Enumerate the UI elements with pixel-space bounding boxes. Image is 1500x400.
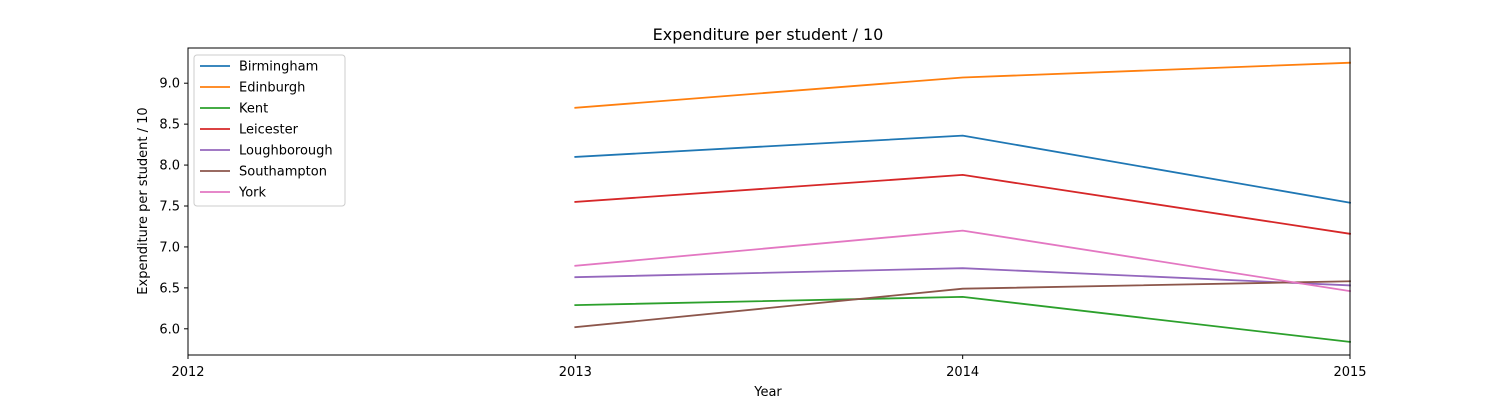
series-line-edinburgh (574, 61, 1351, 109)
series-lines (574, 61, 1352, 343)
series-line-birmingham (574, 134, 1352, 204)
y-tick-label: 6.0 (159, 322, 180, 337)
y-axis-label: Expenditure per student / 10 (136, 107, 151, 294)
legend-label-leicester: Leicester (239, 123, 299, 138)
legend-frame (193, 54, 346, 207)
plot-area-frame (187, 47, 1351, 356)
legend-label-loughborough: Loughborough (239, 144, 333, 159)
legend-label-york: York (238, 186, 267, 201)
series-line-leicester (574, 173, 1352, 235)
y-tick-label: 8.5 (159, 118, 180, 133)
series-line-kent (574, 295, 1351, 343)
legend-label-southampton: Southampton (239, 165, 327, 180)
y-tick-label: 8.0 (159, 159, 180, 174)
series-line-loughborough (574, 267, 1351, 287)
y-tick-label: 7.5 (159, 200, 180, 215)
x-tick-label: 2012 (171, 365, 204, 380)
series-line-york (574, 229, 1352, 293)
y-tick-group: 6.0 6.5 7.0 7.5 8.0 8.5 9.0 (159, 77, 188, 337)
series-line-southampton (574, 280, 1351, 329)
chart-title: Expenditure per student / 10 (653, 25, 884, 44)
legend-label-kent: Kent (239, 102, 268, 117)
x-tick-group: 2012 2013 2014 2015 (171, 355, 1367, 380)
y-tick-label: 6.5 (159, 281, 180, 296)
legend-label-birmingham: Birmingham (239, 60, 318, 75)
chart-legend: Birmingham Edinburgh Kent Leicester Loughbor… (193, 54, 346, 207)
x-tick-label: 2013 (559, 365, 592, 380)
x-tick-label: 2015 (1333, 365, 1366, 380)
legend-label-edinburgh: Edinburgh (239, 81, 305, 96)
y-tick-label: 7.0 (159, 240, 180, 255)
x-tick-label: 2014 (946, 365, 979, 380)
y-tick-label: 9.0 (159, 77, 180, 92)
x-axis-label: Year (753, 385, 782, 400)
